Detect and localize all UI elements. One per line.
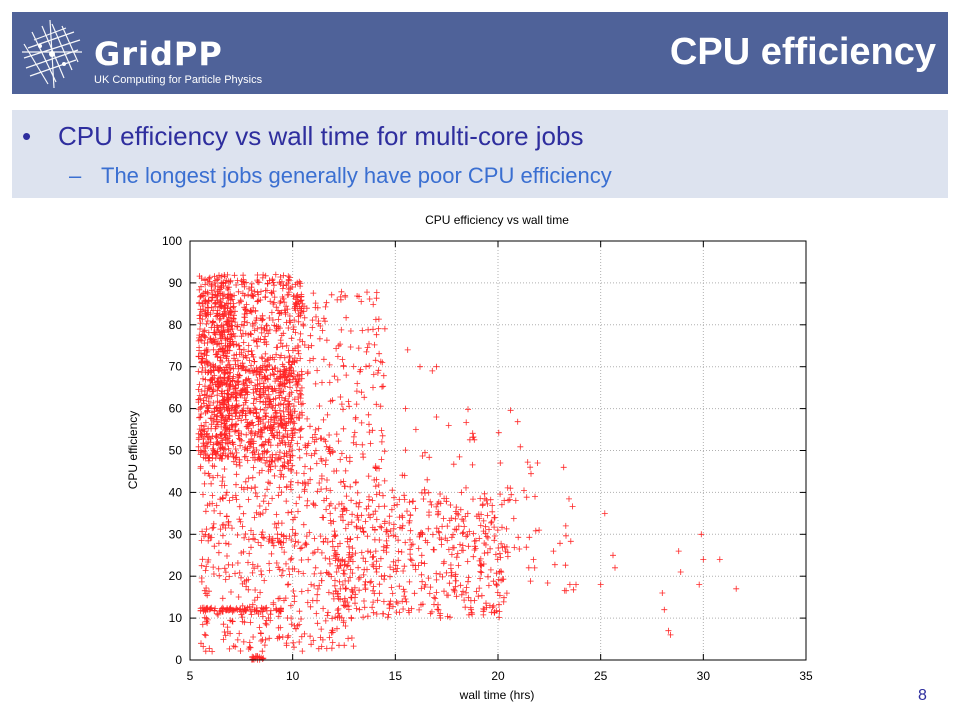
y-tick-label: 70 (169, 360, 183, 374)
y-axis-label: CPU efficiency (126, 411, 140, 489)
y-tick-label: 10 (169, 611, 183, 625)
bullet-sub-text: The longest jobs generally have poor CPU… (101, 163, 612, 188)
plot-frame (189, 240, 807, 661)
logo-text: GridPP (94, 35, 223, 73)
y-tick-label: 30 (169, 527, 183, 541)
y-tick-label: 0 (175, 653, 182, 667)
gridpp-logo: GridPP UK Computing for Particle Physics (20, 18, 263, 90)
bullet-main: • CPU efficiency vs wall time for multi-c… (22, 120, 583, 152)
x-tick-label: 35 (799, 669, 813, 683)
x-tick-label: 10 (286, 669, 300, 683)
y-tick-label: 60 (169, 402, 183, 416)
page-number: 8 (918, 687, 927, 704)
x-tick-label: 30 (697, 669, 711, 683)
scatter-points (195, 271, 740, 663)
logo-subtitle: UK Computing for Particle Physics (94, 74, 263, 86)
chart-title: CPU efficiency vs wall time (425, 213, 569, 227)
y-tick-label: 90 (169, 276, 183, 290)
x-tick-label: 20 (491, 669, 505, 683)
x-axis-label: wall time (hrs) (459, 688, 535, 702)
chart-grid (190, 241, 806, 660)
y-tick-label: 50 (169, 444, 183, 458)
x-tick-label: 15 (389, 669, 403, 683)
bullet-main-text: CPU efficiency vs wall time for multi-co… (58, 121, 584, 151)
bullet-dot-icon: • (22, 121, 32, 151)
y-tick-label: 40 (169, 485, 183, 499)
axis-ticks: 5 10 15 20 25 30 35 0 10 20 30 40 50 60 70 80 90 100 (162, 234, 813, 683)
x-tick-label: 5 (187, 669, 194, 683)
y-tick-label: 80 (169, 318, 183, 332)
data-point-markers (195, 271, 740, 663)
slide-title: CPU efficiency (669, 31, 936, 73)
x-tick-label: 25 (594, 669, 608, 683)
y-tick-label: 20 (169, 569, 183, 583)
grid-globe-icon (22, 19, 82, 89)
slide-header: GridPP UK Computing for Particle Physics… (12, 12, 948, 94)
bullet-box: • CPU efficiency vs wall time for multi-c… (12, 110, 948, 198)
bullet-sub: – The longest jobs generally have poor CP… (69, 162, 612, 190)
bullet-dash-icon: – (69, 163, 82, 188)
y-tick-label: 100 (162, 234, 182, 248)
